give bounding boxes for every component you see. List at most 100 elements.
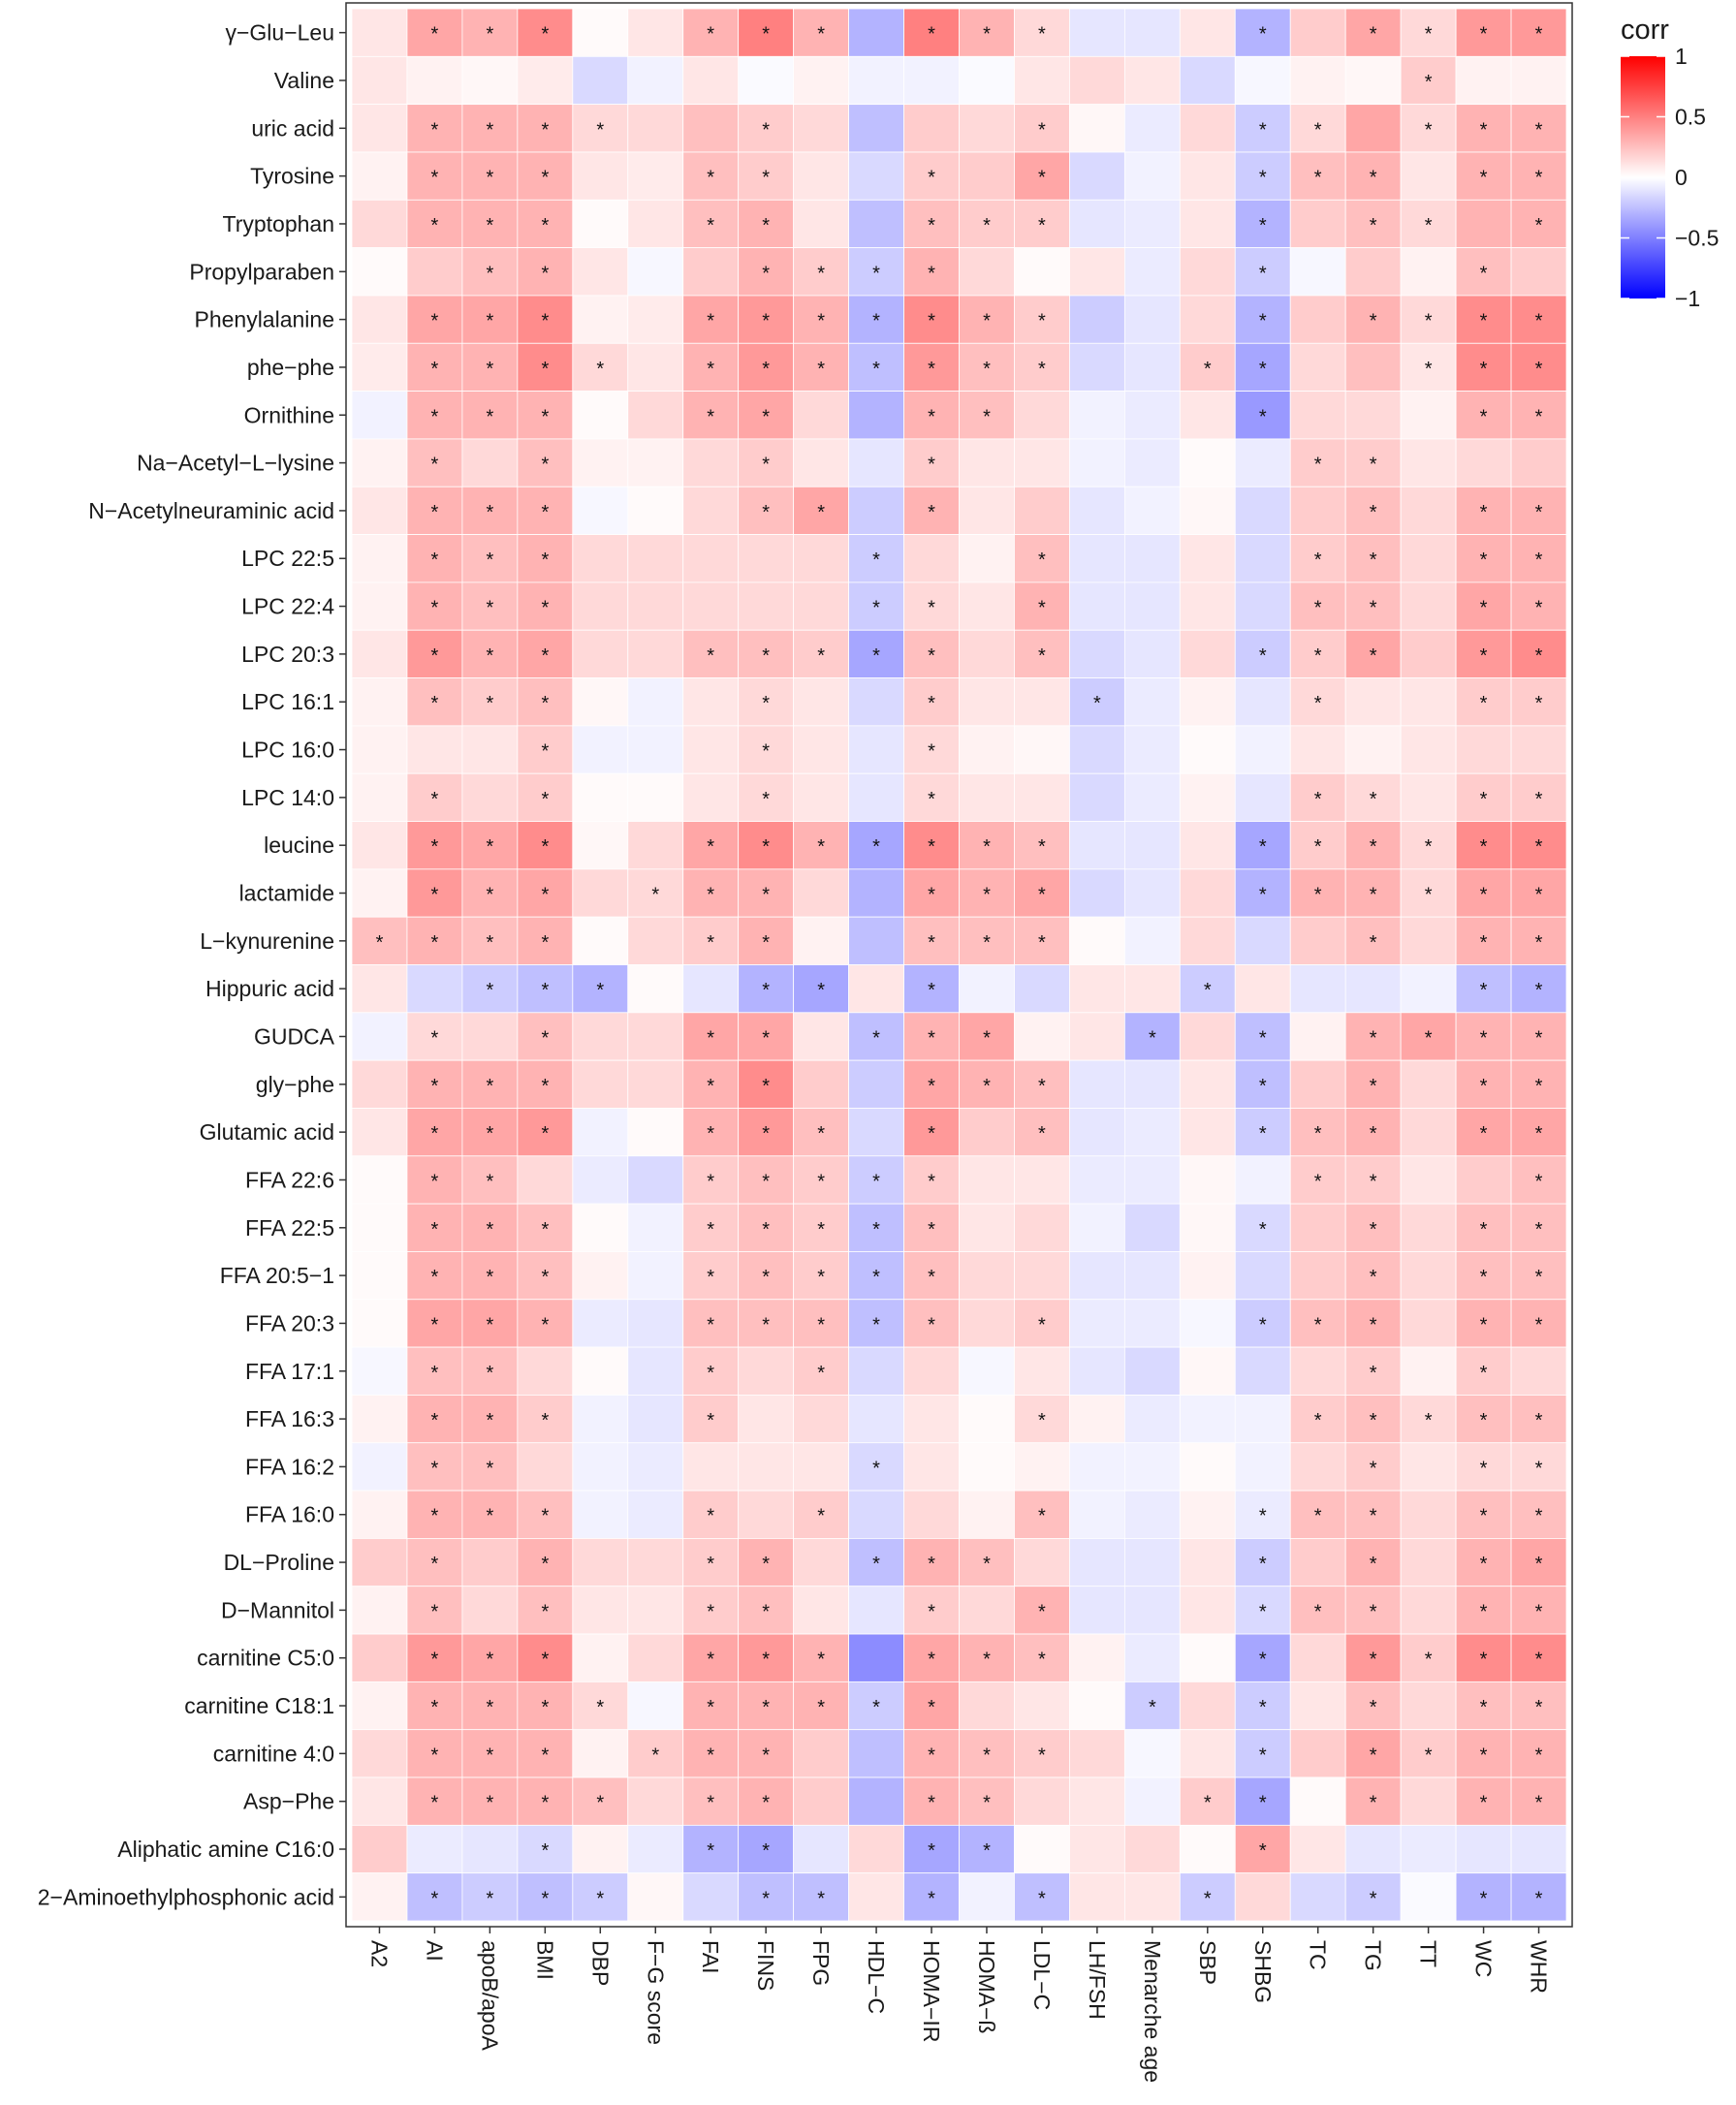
significance-star: *: [1480, 693, 1488, 714]
heatmap-cell: [848, 55, 904, 106]
heatmap-cell: [1344, 1203, 1402, 1252]
heatmap-cell: [461, 1824, 519, 1874]
heatmap-cell: [1069, 1155, 1125, 1205]
heatmap-cell: [959, 1059, 1015, 1109]
significance-star: *: [928, 645, 935, 667]
significance-star: *: [541, 24, 549, 46]
significance-star: *: [1535, 311, 1543, 332]
significance-star: *: [983, 932, 991, 954]
significance-star: *: [1535, 1649, 1543, 1671]
heatmap-cell: [1123, 391, 1181, 440]
heatmap-cell: [738, 1824, 795, 1874]
heatmap-cell: [461, 772, 519, 822]
significance-star: *: [928, 693, 935, 714]
heatmap-cell: [682, 1012, 740, 1061]
heatmap-cell: [351, 1059, 408, 1109]
significance-star: *: [541, 598, 549, 619]
heatmap-cell: [1069, 534, 1125, 583]
heatmap-cell: [848, 677, 904, 727]
significance-star: *: [1535, 359, 1543, 380]
significance-star: *: [486, 24, 493, 46]
significance-star: *: [1480, 932, 1488, 954]
heatmap-cell: [959, 1346, 1015, 1396]
row-label: FFA 20:3: [245, 1310, 334, 1335]
heatmap-cell: [1510, 1155, 1567, 1205]
heatmap-cell: [351, 1824, 408, 1874]
significance-star: *: [983, 311, 991, 332]
heatmap-cell: [793, 1299, 849, 1348]
heatmap-cell: [1344, 151, 1402, 201]
heatmap-cell: [1014, 1872, 1070, 1922]
heatmap-cell: [572, 916, 629, 965]
heatmap-cell: [1179, 1251, 1236, 1301]
significance-star: *: [1038, 359, 1046, 380]
significance-star: *: [928, 1888, 935, 1909]
significance-star: *: [431, 168, 439, 189]
heatmap-cell: [1400, 295, 1457, 344]
heatmap-cell: [572, 1633, 629, 1682]
heatmap-cell: [1234, 1586, 1291, 1635]
significance-star: *: [1425, 1410, 1433, 1431]
heatmap-cell: [1344, 1395, 1402, 1444]
significance-star: *: [707, 311, 714, 332]
heatmap-cell: [572, 1299, 629, 1348]
significance-star: *: [1314, 645, 1322, 667]
heatmap-cell: [1289, 1299, 1346, 1348]
heatmap-cell: [351, 534, 408, 583]
heatmap-cell: [1234, 199, 1291, 249]
significance-star: *: [1259, 1554, 1267, 1575]
significance-star: *: [1259, 215, 1267, 236]
heatmap-cell: [738, 581, 795, 631]
significance-star: *: [1425, 1649, 1433, 1671]
significance-star: *: [1370, 1363, 1377, 1384]
significance-star: *: [1370, 1697, 1377, 1718]
heatmap-cell: [1289, 151, 1346, 201]
heatmap-cell: [848, 916, 904, 965]
heatmap-cell: [1179, 581, 1236, 631]
heatmap-cell: [738, 438, 795, 487]
heatmap-cell: [1234, 534, 1291, 583]
heatmap-cell: [1344, 1872, 1402, 1922]
heatmap-cell: [1400, 772, 1457, 822]
heatmap-cell: [1179, 1824, 1236, 1874]
heatmap-cell: [406, 1681, 463, 1731]
significance-star: *: [541, 1649, 549, 1671]
significance-star: *: [1535, 502, 1543, 523]
heatmap-cell: [1400, 438, 1457, 487]
significance-star: *: [1370, 1410, 1377, 1431]
significance-star: *: [1093, 693, 1101, 714]
row-label: LPC 20:3: [241, 642, 334, 667]
heatmap-cell: [1179, 772, 1236, 822]
significance-star: *: [1535, 1027, 1543, 1049]
heatmap-cell: [461, 486, 519, 535]
heatmap-cell: [1014, 916, 1070, 965]
heatmap-cell: [406, 1059, 463, 1109]
heatmap-cell: [351, 821, 408, 870]
heatmap-cell: [1400, 1776, 1457, 1826]
significance-star: *: [1535, 1506, 1543, 1527]
heatmap-cell: [406, 1872, 463, 1922]
heatmap-cell: [1069, 199, 1125, 249]
significance-star: *: [817, 1123, 825, 1145]
significance-star: *: [928, 215, 935, 236]
heatmap-cell: [461, 1442, 519, 1492]
significance-star: *: [762, 693, 770, 714]
heatmap-cell: [351, 725, 408, 774]
heatmap-cell: [1344, 1108, 1402, 1157]
significance-star: *: [983, 1744, 991, 1766]
heatmap-cell: [1400, 1729, 1457, 1778]
heatmap-cell: [1510, 964, 1567, 1014]
heatmap-cell: [1069, 486, 1125, 535]
heatmap-cell: [1455, 295, 1512, 344]
significance-star: *: [1480, 119, 1488, 141]
heatmap-cell: [627, 391, 684, 440]
heatmap-cell: [793, 151, 849, 201]
heatmap-cell: [682, 916, 740, 965]
heatmap-cell: [351, 1346, 408, 1396]
column-label: TC: [1306, 1940, 1331, 1970]
significance-star: *: [486, 359, 493, 380]
significance-star: *: [1535, 1888, 1543, 1909]
significance-star: *: [431, 693, 439, 714]
heatmap-cell: [959, 581, 1015, 631]
significance-star: *: [817, 836, 825, 858]
